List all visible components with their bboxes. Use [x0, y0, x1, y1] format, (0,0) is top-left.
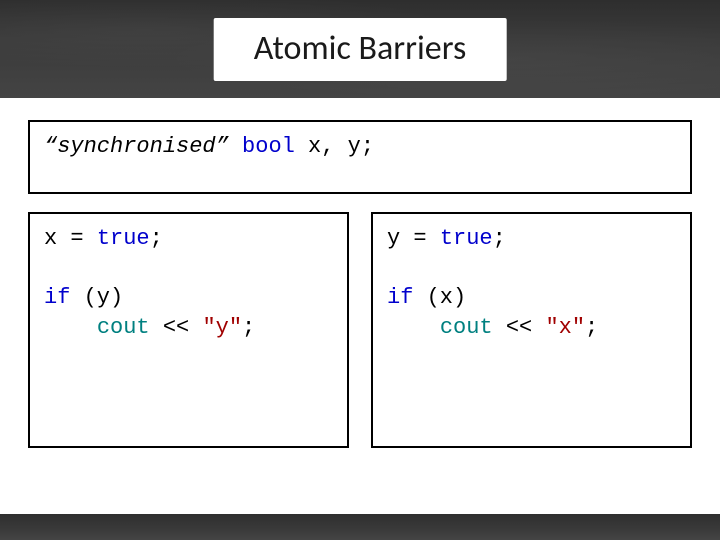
right-l1-post: ;: [493, 226, 506, 251]
quote-open: “: [44, 134, 57, 159]
content-area: “synchronised” bool x, y; x = true; if (…: [0, 98, 720, 448]
columns-row: x = true; if (y) cout << "y"; y = true; …: [28, 212, 692, 448]
slide-title: Atomic Barriers: [254, 28, 467, 69]
decl-vars: x, y;: [295, 134, 374, 159]
title-pill: Atomic Barriers: [214, 18, 507, 81]
left-indent: [44, 315, 97, 340]
right-l3-post: ;: [585, 315, 598, 340]
left-cout: cout: [97, 315, 150, 340]
right-l1-pre: y =: [387, 226, 440, 251]
right-l1-true: true: [440, 226, 493, 251]
left-str: "y": [202, 315, 242, 340]
right-if-rest: (x): [413, 285, 466, 310]
left-l1-post: ;: [150, 226, 163, 251]
right-cout: cout: [440, 315, 493, 340]
right-code-box: y = true; if (x) cout << "x";: [371, 212, 692, 448]
footer-band: [0, 514, 720, 540]
right-if: if: [387, 285, 413, 310]
right-str: "x": [545, 315, 585, 340]
synchronised-keyword: synchronised: [57, 134, 215, 159]
left-code-box: x = true; if (y) cout << "y";: [28, 212, 349, 448]
left-l3-post: ;: [242, 315, 255, 340]
left-mid: <<: [150, 315, 203, 340]
right-indent: [387, 315, 440, 340]
left-l1-pre: x =: [44, 226, 97, 251]
quote-close: ”: [216, 134, 242, 159]
left-if-rest: (y): [70, 285, 123, 310]
bool-keyword: bool: [242, 134, 295, 159]
left-l1-true: true: [97, 226, 150, 251]
declaration-box: “synchronised” bool x, y;: [28, 120, 692, 194]
left-if: if: [44, 285, 70, 310]
header-band: Atomic Barriers: [0, 0, 720, 98]
right-mid: <<: [493, 315, 546, 340]
